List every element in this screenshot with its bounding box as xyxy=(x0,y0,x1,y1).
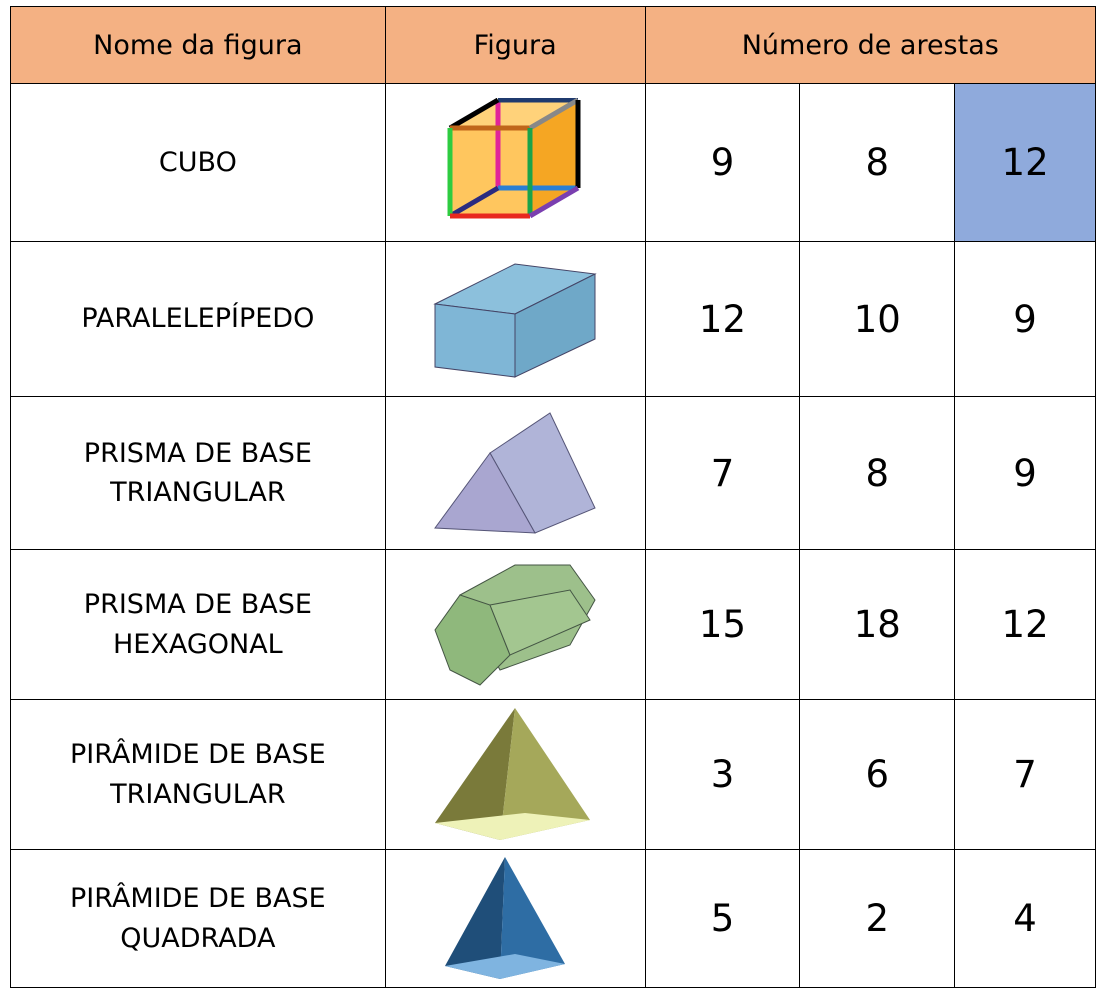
option-cell[interactable]: 5 xyxy=(644,849,801,988)
option-cell[interactable]: 7 xyxy=(644,396,801,550)
row: PIRÂMIDE DE BASE QUADRADA 5 2 4 xyxy=(10,849,1096,988)
box-figure xyxy=(433,263,597,378)
row: PARALELEPÍPEDO 12 10 9 xyxy=(10,241,1096,397)
header-cell: Figura xyxy=(384,6,646,84)
figure-cell xyxy=(384,241,646,397)
option-cell-selected[interactable]: 12 xyxy=(954,83,1096,242)
shapes-table: Nome da figura Figura Número de arestas … xyxy=(10,6,1096,988)
figure-name: PRISMA DE BASE TRIANGULAR xyxy=(10,396,386,550)
header-row: Nome da figura Figura Número de arestas xyxy=(10,6,1096,84)
option-cell[interactable]: 12 xyxy=(644,241,801,397)
figure-name: PARALELEPÍPEDO xyxy=(10,241,386,397)
option-cell[interactable]: 6 xyxy=(799,699,956,850)
option-cell[interactable]: 7 xyxy=(954,699,1096,850)
hexagonal-prism-figure xyxy=(434,564,596,686)
option-cell[interactable]: 18 xyxy=(799,549,956,700)
figure-cell xyxy=(384,396,646,550)
header-cell: Número de arestas xyxy=(644,6,1096,84)
option-cell[interactable]: 4 xyxy=(954,849,1096,988)
cube-figure xyxy=(447,97,581,218)
figure-name: PIRÂMIDE DE BASE QUADRADA xyxy=(10,849,386,988)
triangular-prism-figure xyxy=(434,412,596,534)
option-cell[interactable]: 9 xyxy=(644,83,801,242)
figure-name: CUBO xyxy=(10,83,386,242)
header-cell: Nome da figura xyxy=(10,6,386,84)
square-pyramid-figure xyxy=(445,856,566,979)
option-cell[interactable]: 2 xyxy=(799,849,956,988)
figure-cell xyxy=(384,699,646,850)
figure-cell xyxy=(384,83,646,242)
figure-name: PRISMA DE BASE HEXAGONAL xyxy=(10,549,386,700)
figure-cell xyxy=(384,849,646,988)
option-cell[interactable]: 8 xyxy=(799,396,956,550)
option-cell[interactable]: 10 xyxy=(799,241,956,397)
option-cell[interactable]: 12 xyxy=(954,549,1096,700)
option-cell[interactable]: 9 xyxy=(954,396,1096,550)
option-cell[interactable]: 8 xyxy=(799,83,956,242)
row: CUBO 9 8 12 xyxy=(10,83,1096,242)
figure-name: PIRÂMIDE DE BASE TRIANGULAR xyxy=(10,699,386,850)
triangular-pyramid-figure xyxy=(435,707,591,840)
figure-cell xyxy=(384,549,646,700)
option-cell[interactable]: 15 xyxy=(644,549,801,700)
row: PIRÂMIDE DE BASE TRIANGULAR 3 6 7 xyxy=(10,699,1096,850)
row: PRISMA DE BASE TRIANGULAR 7 8 9 xyxy=(10,396,1096,550)
row: PRISMA DE BASE HEXAGONAL 15 18 12 xyxy=(10,549,1096,700)
option-cell[interactable]: 9 xyxy=(954,241,1096,397)
option-cell[interactable]: 3 xyxy=(644,699,801,850)
